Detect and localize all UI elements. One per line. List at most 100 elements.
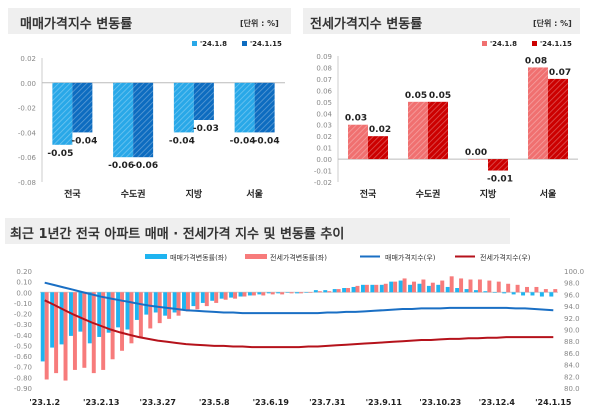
- trend-right-tick: 88.0: [564, 338, 580, 346]
- trend-bar: [214, 292, 219, 303]
- trend-x-tick: '23.3.27: [140, 398, 176, 407]
- trend-bar: [289, 292, 294, 294]
- trend-bar: [40, 292, 45, 362]
- sales-y-tick: -0.06: [18, 154, 37, 162]
- trend-bar: [191, 292, 196, 307]
- sales-legend-label: '24.1.8: [200, 40, 227, 48]
- sales-y-tick: 0.02: [20, 55, 36, 63]
- trend-bar: [313, 290, 318, 293]
- sales-legend-swatch: [242, 41, 247, 46]
- trend-left-tick: -0.40: [14, 332, 32, 340]
- trend-bar: [182, 292, 186, 310]
- trend-bar: [496, 281, 501, 293]
- trend-bar: [299, 292, 303, 294]
- sales-bar-hatch: [193, 82, 214, 120]
- jeonse-y-tick: 0.09: [316, 53, 332, 61]
- trend-bar: [549, 292, 554, 297]
- trend-x-tick: '23.9.11: [366, 398, 403, 407]
- jeonse-data-label: 0.00: [465, 148, 487, 158]
- jeonse-data-label: 0.03: [345, 114, 367, 124]
- trend-bar: [539, 292, 544, 297]
- jeonse-bar-hatch: [348, 124, 368, 160]
- sales-data-label: -0.05: [47, 149, 73, 159]
- sales-category-label: 지방: [186, 188, 203, 200]
- trend-legend-label: 전세가격지수(우): [480, 253, 531, 262]
- jeonse-data-label: 0.07: [549, 68, 571, 78]
- trend-left-tick: 0.10: [16, 279, 32, 287]
- trend-bar: [342, 288, 347, 293]
- trend-bar: [295, 292, 299, 294]
- trend-x-tick: '23.6.19: [253, 398, 290, 407]
- sales-data-label: -0.06: [132, 161, 158, 171]
- trend-bar: [167, 292, 172, 319]
- trend-left-tick: -0.60: [14, 353, 32, 361]
- sales-data-label: -0.06: [108, 161, 134, 171]
- trend-bar: [91, 292, 96, 374]
- trend-bar: [317, 291, 322, 293]
- sales-data-label: -0.03: [193, 124, 219, 134]
- trend-bar: [195, 292, 200, 310]
- trend-left-tick: -0.50: [14, 342, 32, 350]
- trend-bar: [332, 289, 337, 293]
- jeonse-data-label: 0.08: [525, 56, 547, 66]
- trend-bar: [455, 288, 460, 293]
- trend-bar: [276, 292, 281, 294]
- trend-x-tick: '23.5.8: [199, 398, 230, 407]
- trend-bar: [266, 292, 271, 294]
- sales-bar-hatch: [72, 82, 93, 133]
- trend-bar: [97, 292, 102, 337]
- jeonse-title-bar: [303, 8, 580, 34]
- trend-bar: [238, 292, 243, 297]
- jeonse-category-label: 수도권: [416, 188, 441, 200]
- trend-bar: [323, 290, 328, 293]
- trend-bar: [219, 292, 224, 299]
- trend-right-tick: 98.0: [564, 280, 580, 288]
- trend-x-tick: '23.10.23: [419, 398, 461, 407]
- jeonse-y-tick: 0.00: [316, 156, 332, 164]
- trend-bar: [346, 288, 351, 293]
- jeonse-y-tick: 0.01: [316, 145, 332, 153]
- sales-y-tick: -0.08: [18, 179, 36, 187]
- jeonse-y-tick: 0.05: [316, 99, 332, 107]
- trend-left-tick: -0.80: [14, 374, 32, 382]
- trend-right-tick: 90.0: [564, 327, 580, 335]
- trend-bar: [110, 292, 115, 360]
- trend-bar: [87, 292, 92, 344]
- jeonse-y-tick: 0.02: [316, 133, 332, 141]
- trend-bar: [116, 292, 121, 328]
- jeonse-bar-hatch: [488, 159, 508, 171]
- sales-bar-hatch: [254, 82, 275, 133]
- sales-bar-hatch: [113, 82, 134, 158]
- trend-bar: [304, 292, 309, 293]
- trend-bar: [204, 292, 209, 307]
- trend-bar: [506, 283, 511, 293]
- jeonse-y-tick: 0.08: [316, 64, 332, 72]
- sales-y-tick: 0.00: [20, 80, 36, 88]
- trend-bar: [473, 290, 478, 293]
- trend-bar: [553, 289, 558, 293]
- trend-bar: [54, 292, 59, 374]
- trend-left-tick: 0.00: [16, 289, 32, 297]
- sales-data-label: -0.04: [71, 136, 97, 146]
- sales-bar-hatch: [133, 82, 154, 158]
- jeonse-legend-swatch: [532, 41, 537, 46]
- jeonse-chart-title: 전세가격지수 변동률: [310, 17, 423, 32]
- sales-legend-label: '24.1.15: [250, 40, 282, 48]
- sales-bar-hatch: [173, 82, 194, 133]
- trend-bar: [492, 292, 497, 293]
- jeonse-data-label: -0.01: [487, 175, 513, 185]
- trend-bar: [72, 292, 77, 370]
- sales-data-label: -0.04: [254, 136, 280, 146]
- sales-category-label: 수도권: [121, 188, 146, 200]
- trend-bar: [445, 286, 450, 293]
- jeonse-bar-hatch: [428, 101, 448, 160]
- trend-bar: [383, 283, 388, 293]
- trend-bar: [360, 284, 365, 293]
- trend-bar: [327, 291, 332, 293]
- trend-bar: [82, 292, 87, 368]
- trend-bar: [242, 292, 247, 297]
- trend-right-tick: 94.0: [564, 303, 580, 311]
- trend-bar: [374, 284, 379, 293]
- trend-bar: [521, 292, 526, 296]
